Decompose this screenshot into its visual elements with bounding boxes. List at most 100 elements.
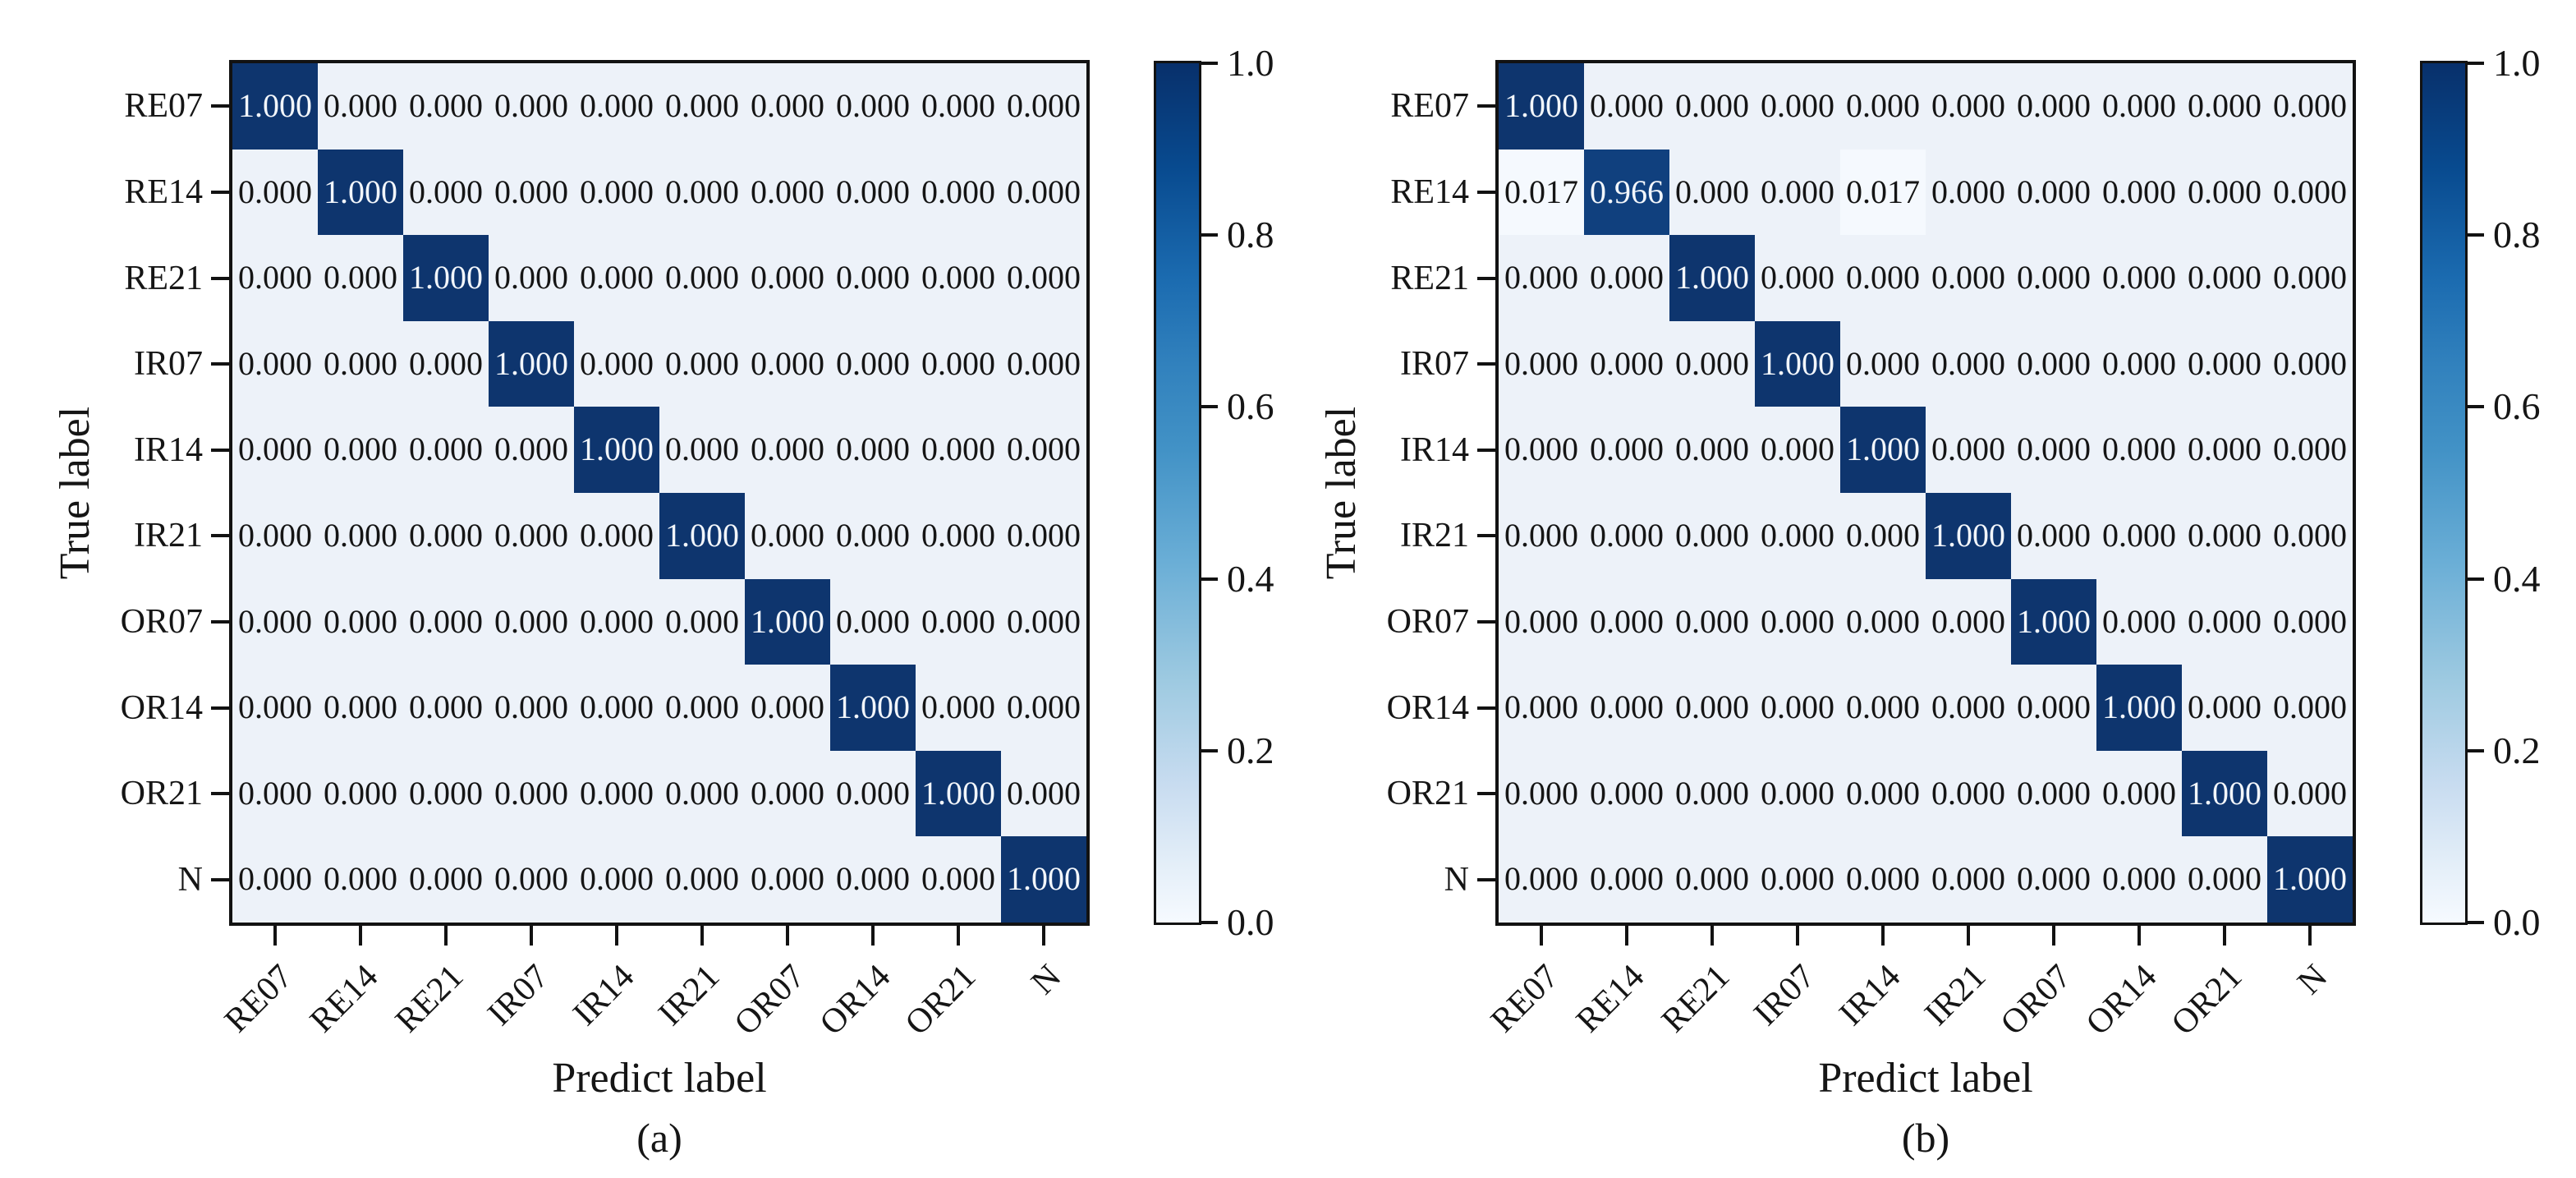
matrix-cell: 0.000 bbox=[916, 235, 1001, 321]
y-tick-label: OR21 bbox=[120, 775, 203, 813]
matrix-cell: 0.000 bbox=[2182, 665, 2267, 751]
colorbar-tick-mark bbox=[1201, 62, 1218, 65]
matrix-cell: 0.000 bbox=[830, 493, 916, 579]
matrix-cell: 0.000 bbox=[1669, 407, 1755, 493]
matrix-cell: 0.000 bbox=[1669, 149, 1755, 236]
colorbar-tick-mark bbox=[1201, 577, 1218, 581]
y-tick-label: RE21 bbox=[1390, 259, 1469, 297]
matrix-cell: 0.000 bbox=[2011, 493, 2096, 579]
colorbar-tick-mark bbox=[1201, 748, 1218, 752]
matrix-cell: 1.000 bbox=[2267, 836, 2353, 923]
matrix-cell: 0.000 bbox=[403, 149, 489, 236]
matrix-cell: 0.000 bbox=[2182, 235, 2267, 321]
y-tick-label: IR14 bbox=[1400, 430, 1469, 469]
matrix-cell: 0.000 bbox=[2096, 63, 2182, 150]
matrix-cell: 0.000 bbox=[1755, 578, 1840, 665]
x-tick-mark bbox=[530, 926, 533, 946]
matrix-cell: 0.000 bbox=[830, 578, 916, 665]
x-tick-mark bbox=[1796, 926, 1799, 946]
matrix-cell: 0.000 bbox=[916, 63, 1001, 150]
matrix-cell: 0.000 bbox=[659, 836, 745, 923]
y-tick-mark bbox=[1477, 877, 1497, 881]
matrix-cell: 0.966 bbox=[1584, 149, 1669, 236]
y-tick-label: OR07 bbox=[120, 602, 203, 641]
matrix-cell: 0.000 bbox=[916, 665, 1001, 751]
matrix-cell: 0.000 bbox=[489, 665, 574, 751]
matrix-cell: 0.000 bbox=[232, 149, 318, 236]
y-tick-mark bbox=[211, 706, 231, 710]
matrix-cell: 0.000 bbox=[745, 235, 830, 321]
matrix-cell: 0.017 bbox=[1499, 149, 1584, 236]
matrix-cell: 0.000 bbox=[1755, 750, 1840, 837]
matrix-cell: 0.000 bbox=[1499, 493, 1584, 579]
heatmap-plot-b: 1.000 0.000 0.000 0.000 0.000 0.000 0.000 0.000… bbox=[1495, 60, 2356, 926]
matrix-cell: 0.000 bbox=[2182, 578, 2267, 665]
y-tick-mark bbox=[1477, 362, 1497, 366]
colorbar-tick-label: 0.8 bbox=[2493, 214, 2541, 256]
matrix-cell: 0.000 bbox=[1755, 493, 1840, 579]
matrix-cell: 0.000 bbox=[1755, 665, 1840, 751]
matrix-cell: 0.000 bbox=[1001, 407, 1086, 493]
matrix-cell: 0.000 bbox=[232, 836, 318, 923]
matrix-cell: 0.000 bbox=[318, 407, 403, 493]
matrix-cell: 1.000 bbox=[745, 578, 830, 665]
matrix-cell: 0.000 bbox=[574, 235, 659, 321]
y-tick-mark bbox=[211, 619, 231, 624]
matrix-cell: 0.000 bbox=[659, 578, 745, 665]
matrix-cell: 0.000 bbox=[318, 493, 403, 579]
matrix-cell: 0.000 bbox=[1584, 836, 1669, 923]
matrix-cell: 0.000 bbox=[1755, 235, 1840, 321]
matrix-cell: 0.000 bbox=[659, 320, 745, 407]
matrix-cell: 0.000 bbox=[2011, 407, 2096, 493]
matrix-cell: 0.000 bbox=[403, 750, 489, 837]
colorbar-tick-mark bbox=[2468, 233, 2484, 237]
matrix-cell: 0.000 bbox=[659, 63, 745, 150]
matrix-cell: 0.000 bbox=[489, 836, 574, 923]
matrix-cell: 0.000 bbox=[403, 578, 489, 665]
x-tick-mark bbox=[1881, 926, 1885, 946]
matrix-cell: 0.000 bbox=[1926, 63, 2011, 150]
matrix-cell: 0.000 bbox=[1499, 235, 1584, 321]
matrix-cell: 0.000 bbox=[1669, 750, 1755, 837]
matrix-cell: 0.000 bbox=[1001, 235, 1086, 321]
y-tick-label: RE07 bbox=[124, 87, 203, 126]
matrix-cell: 0.000 bbox=[2011, 149, 2096, 236]
colorbar-tick-label: 1.0 bbox=[2493, 42, 2541, 84]
matrix-cell: 1.000 bbox=[403, 235, 489, 321]
matrix-cell: 0.000 bbox=[830, 149, 916, 236]
matrix-cell: 0.000 bbox=[1840, 665, 1926, 751]
matrix-cell: 0.000 bbox=[2096, 578, 2182, 665]
matrix-cell: 1.000 bbox=[916, 750, 1001, 837]
matrix-cell: 0.000 bbox=[1669, 63, 1755, 150]
panel-caption-a: (a) bbox=[636, 1115, 682, 1161]
x-tick-mark bbox=[1540, 926, 1543, 946]
matrix-cell: 0.000 bbox=[2267, 750, 2353, 837]
matrix-cell: 0.000 bbox=[403, 665, 489, 751]
matrix-cell: 0.000 bbox=[318, 665, 403, 751]
y-tick-mark bbox=[1477, 706, 1497, 710]
y-tick-label: OR14 bbox=[1386, 688, 1469, 727]
y-tick-label: OR21 bbox=[1386, 775, 1469, 813]
matrix-cell: 0.000 bbox=[2182, 63, 2267, 150]
matrix-cell: 0.000 bbox=[916, 407, 1001, 493]
matrix-cell: 0.000 bbox=[489, 149, 574, 236]
y-tick-mark bbox=[1477, 104, 1497, 108]
colorbar-a bbox=[1154, 61, 1201, 925]
matrix-cell: 0.000 bbox=[1499, 320, 1584, 407]
y-tick-mark bbox=[211, 362, 231, 366]
matrix-cell: 0.000 bbox=[1001, 578, 1086, 665]
matrix-cell: 0.000 bbox=[830, 63, 916, 150]
colorbar-tick-mark bbox=[1201, 921, 1218, 924]
matrix-cell: 0.017 bbox=[1840, 149, 1926, 236]
matrix-cell: 0.000 bbox=[489, 63, 574, 150]
matrix-cell: 0.000 bbox=[830, 407, 916, 493]
heatmap-plot-a: 1.000 0.000 0.000 0.000 0.000 0.000 0.000 0.000… bbox=[229, 60, 1090, 926]
matrix-cell: 0.000 bbox=[2096, 235, 2182, 321]
matrix-cell: 0.000 bbox=[2096, 493, 2182, 579]
colorbar-tick-label: 0.0 bbox=[1227, 901, 1274, 943]
matrix-cell: 0.000 bbox=[2267, 493, 2353, 579]
matrix-cell: 0.000 bbox=[745, 836, 830, 923]
y-tick-label: RE21 bbox=[124, 259, 203, 297]
matrix-cell: 0.000 bbox=[2267, 578, 2353, 665]
matrix-cell: 0.000 bbox=[2011, 665, 2096, 751]
